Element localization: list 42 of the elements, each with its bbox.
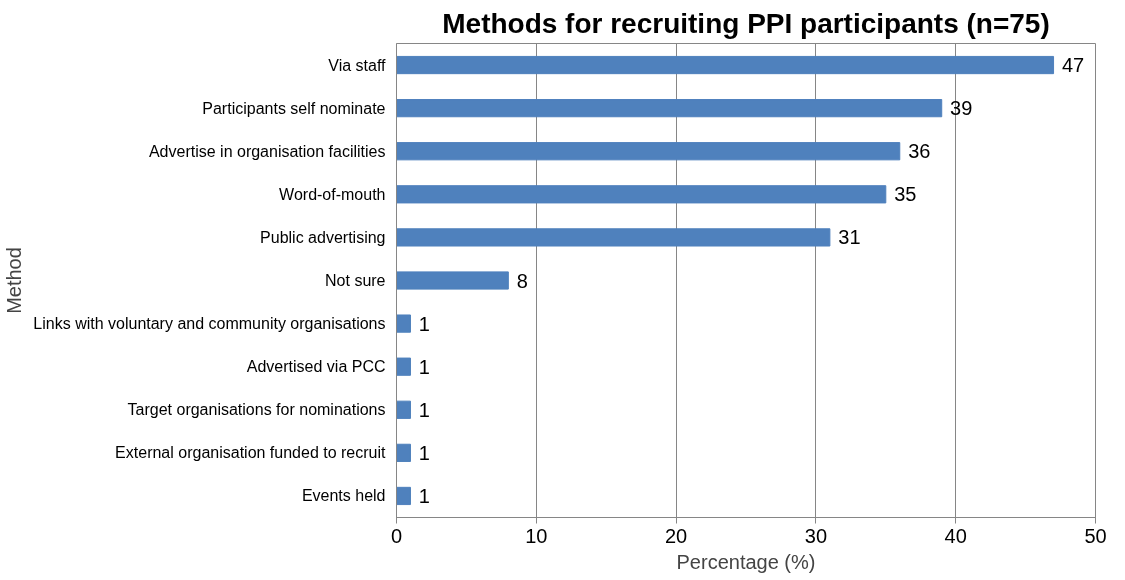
bar (396, 400, 411, 419)
data-label: 1 (418, 355, 430, 378)
bar (396, 55, 1055, 75)
bar (396, 271, 509, 290)
y-axis-title: Method (3, 247, 26, 314)
data-label: 47 (1061, 54, 1085, 77)
data-label: 31 (838, 226, 861, 249)
x-tick-label: 50 (1084, 524, 1107, 547)
bar (396, 486, 411, 506)
y-tick-label: Word-of-mouth (279, 185, 386, 203)
x-tick-label: 20 (664, 524, 688, 547)
bar (396, 314, 411, 333)
y-tick-label: Events held (301, 487, 386, 505)
bar (396, 357, 411, 376)
data-label: 1 (418, 484, 430, 507)
x-tick-label: 10 (525, 524, 548, 547)
y-tick-label: Target organisations for nominations (127, 401, 386, 419)
y-tick-label: Public advertising (260, 228, 386, 246)
x-tick-label: 40 (944, 524, 967, 547)
chart-title: Methods for recruiting PPI participants (n=75) (442, 7, 1050, 39)
y-tick-label: External organisation funded to recruit (115, 444, 387, 462)
y-tick-label: Not sure (325, 272, 386, 289)
y-tick-label: Advertise in organisation facilities (148, 142, 386, 160)
bar (396, 443, 411, 462)
data-label: 1 (418, 441, 430, 464)
x-tick-label: 30 (804, 524, 828, 547)
data-label: 1 (418, 398, 430, 421)
y-tick-label: Participants self nominate (202, 99, 386, 117)
bar (396, 185, 887, 204)
bar (396, 99, 943, 118)
data-label: 39 (950, 97, 973, 120)
x-tick-label: 0 (390, 524, 403, 547)
y-tick-label: Via staff (328, 56, 387, 74)
y-tick-label: Links with voluntary and community organisations (33, 315, 386, 333)
data-label: 1 (418, 312, 430, 335)
y-tick-label: Advertised via PCC (246, 358, 386, 376)
data-label: 35 (894, 183, 917, 206)
data-label: 36 (908, 140, 931, 163)
x-axis-title: Percentage (%) (676, 550, 816, 573)
data-label: 8 (516, 269, 528, 292)
bar (396, 142, 901, 161)
bar (396, 228, 831, 247)
